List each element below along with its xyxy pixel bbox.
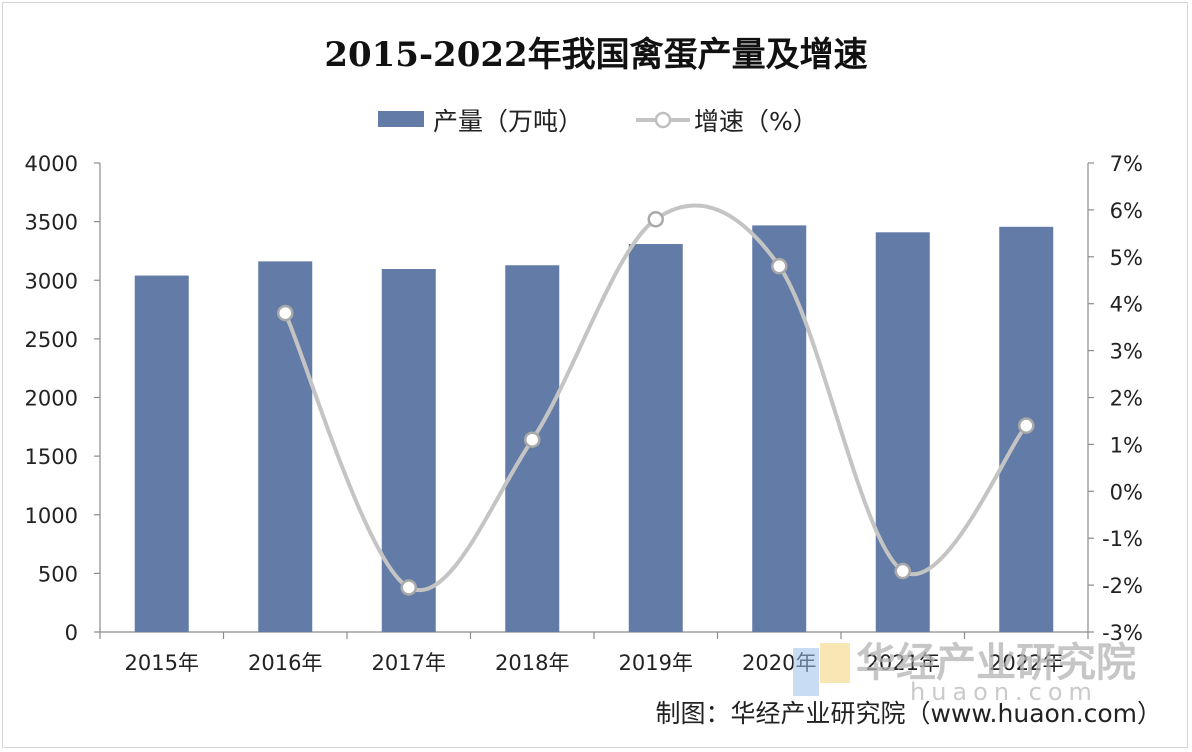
x-tick-label: 2017年 [372, 651, 446, 675]
x-tick-label: 2015年 [125, 651, 199, 675]
y-right-tick-label: 4% [1110, 293, 1143, 317]
bar [258, 261, 313, 632]
bar [134, 275, 189, 632]
tick-labels: 0 500 1000 1500 2000 2500 3000 3500 4000 -3% -2% -1… [25, 152, 1143, 675]
growth-point [400, 579, 417, 596]
chart-title: 2015-2022年我国禽蛋产量及增速 [324, 35, 867, 75]
growth-point [277, 304, 294, 322]
credit-text: 制图：华经产业研究院（www.huaon.com） [656, 699, 1162, 728]
bar [752, 225, 807, 632]
x-tick-label: 2018年 [495, 651, 569, 675]
legend-label-growth: 增速（%） [694, 107, 818, 136]
growth-point [771, 257, 788, 275]
x-tick-label: 2019年 [619, 651, 693, 675]
bar-series [134, 225, 1054, 633]
line-series [277, 203, 1035, 596]
watermark-name: 华经产业研究院 [856, 640, 1136, 686]
growth-point [894, 562, 911, 580]
y-left-tick-label: 0 [65, 621, 78, 645]
axes [94, 162, 1094, 639]
y-right-tick-label: 7% [1110, 152, 1143, 176]
y-right-tick-label: 0% [1110, 480, 1143, 504]
watermark: 华经产业研究院 huaon.com [793, 640, 1136, 706]
y-left-tick-label: 1500 [25, 445, 78, 469]
y-left-tick-label: 3500 [25, 211, 78, 235]
x-tick-label: 2016年 [248, 651, 322, 675]
y-left-tick-label: 1000 [25, 504, 78, 528]
y-left-tick-label: 3000 [25, 269, 78, 293]
bar [505, 265, 560, 632]
legend: 产量（万吨） 增速（%） [378, 107, 818, 136]
legend-label-production: 产量（万吨） [433, 107, 583, 136]
growth-point [524, 431, 541, 448]
watermark-logo-icon [793, 643, 850, 696]
y-left-tick-label: 2000 [25, 387, 78, 411]
y-right-tick-label: 2% [1110, 387, 1143, 411]
x-tick-label: 2021年 [866, 651, 940, 675]
y-left-tick-label: 500 [38, 562, 78, 586]
y-right-tick-label: -2% [1102, 574, 1143, 598]
legend-line-marker [654, 111, 672, 129]
bar [628, 244, 683, 632]
y-right-tick-label: 6% [1110, 199, 1143, 223]
y-left-tick-label: 2500 [25, 328, 78, 352]
growth-point [1018, 417, 1035, 434]
growth-point [647, 211, 664, 228]
y-right-tick-label: 3% [1110, 340, 1143, 364]
bar [381, 268, 436, 632]
y-right-tick-label: 5% [1110, 246, 1143, 270]
y-right-tick-label: -1% [1102, 527, 1143, 551]
y-left-tick-label: 4000 [25, 152, 78, 176]
legend-bar-swatch [378, 111, 424, 127]
watermark-url: huaon.com [910, 678, 1098, 706]
x-tick-label: 2022年 [989, 651, 1063, 675]
y-right-tick-label: 1% [1110, 433, 1143, 457]
y-right-tick-label: -3% [1102, 621, 1143, 645]
